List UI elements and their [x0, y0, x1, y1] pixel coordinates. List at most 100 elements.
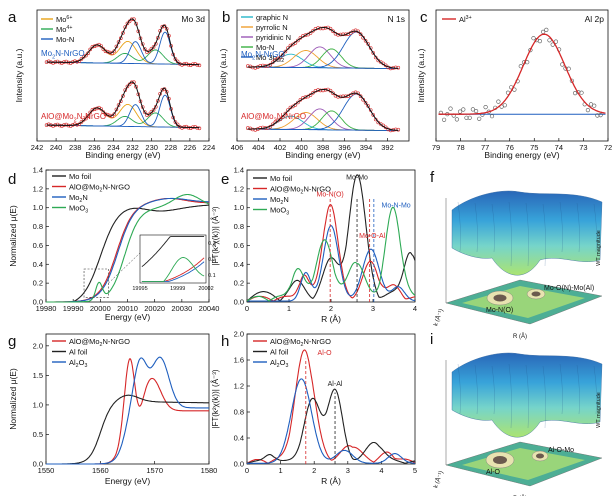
panel-letter-a: a	[8, 9, 17, 26]
y-tick-label: 0.0	[234, 298, 244, 307]
legend-entry: Mo2N	[270, 195, 289, 206]
legend-entry: pyridinic N	[256, 33, 291, 42]
x-tick-label: 228	[165, 143, 178, 152]
x-tick-label: 4	[379, 466, 383, 475]
data-point	[321, 88, 325, 93]
y-axis-title: Intensity (a.u.)	[14, 48, 24, 102]
inset-tick-label: 0.3	[208, 241, 216, 247]
x-tick-label: 76	[506, 143, 514, 152]
data-point	[112, 49, 117, 53]
panel-f-wavelet: WT magnitude R (Å) k (Å⁻¹) Mo-N(O) Mo-O(N)-M…	[432, 190, 603, 340]
data-point	[464, 115, 469, 120]
surface-gridline	[593, 203, 597, 253]
data-point	[371, 113, 376, 117]
data-point	[101, 47, 106, 51]
data-point	[358, 94, 363, 98]
data-point	[547, 38, 552, 43]
data-point	[296, 38, 300, 43]
data-point	[156, 99, 160, 103]
y-axis-title: Intensity (a.u.)	[416, 48, 426, 102]
peak-annotation: Mo-O-Al	[359, 233, 386, 240]
x-tick-label: 19990	[63, 304, 84, 313]
x-tick-label: 2	[312, 466, 316, 475]
x-axis-title: R (Å)	[513, 333, 527, 340]
x-tick-label: 402	[274, 143, 287, 152]
panel-h-frame	[246, 333, 416, 465]
y-axis-title: |FT(k²χ(k))| (Å⁻³)	[211, 369, 220, 429]
data-point	[454, 117, 460, 122]
legend-entry: Mo4+	[56, 25, 72, 34]
x-tick-label: 3	[371, 304, 375, 313]
series-line	[246, 349, 416, 464]
y-tick-label: 0.8	[33, 222, 43, 231]
data-point	[483, 104, 488, 110]
data-point	[64, 59, 68, 64]
inset-tick-label: 19995	[132, 286, 147, 292]
data-point	[143, 110, 147, 114]
y-tick-label: 0.4	[234, 434, 244, 443]
data-point	[86, 114, 90, 118]
fit-line	[438, 33, 606, 115]
data-point	[496, 99, 501, 104]
data-point	[376, 58, 381, 63]
x-tick-label: 1	[287, 304, 291, 313]
data-point	[283, 111, 288, 116]
series-line	[46, 356, 209, 465]
surface-gridline	[559, 363, 563, 415]
legend-entry: Mo 3p3/2	[256, 53, 284, 64]
x-tick-label: 242	[31, 143, 44, 152]
data-point	[246, 64, 250, 68]
data-point	[258, 126, 263, 130]
envelope-fit	[247, 27, 399, 69]
data-point	[79, 120, 84, 124]
panel-letter-i: i	[430, 331, 433, 348]
x-axis-title: Energy (eV)	[105, 312, 151, 322]
y-axis-title: |FT(k²χ(k))| (Å⁻³)	[211, 206, 220, 266]
data-point	[442, 117, 447, 122]
y-tick-label: 0.4	[33, 260, 43, 269]
data-point	[467, 115, 472, 120]
y-tick-label: 0.6	[234, 241, 244, 250]
surface-gridline	[508, 363, 512, 429]
y-tick-label: 1.2	[234, 184, 244, 193]
data-point	[160, 24, 165, 29]
panel-letter-f: f	[430, 169, 435, 186]
data-point	[101, 110, 106, 114]
x-axis-title: Binding energy (eV)	[85, 150, 160, 160]
contour-peak-core	[536, 453, 544, 459]
data-point	[88, 47, 92, 52]
panel-g-frame	[45, 333, 210, 465]
data-point	[489, 114, 495, 119]
data-point	[51, 124, 55, 128]
panel-letter-b: b	[222, 9, 230, 26]
inset-tick-label: 20002	[198, 286, 213, 292]
x-tick-label: 240	[50, 143, 63, 152]
panel-letter-g: g	[8, 333, 16, 350]
legend-entry: Mo-N	[56, 35, 74, 44]
data-point	[125, 21, 130, 26]
x-tick-label: 79	[432, 143, 440, 152]
legend-entry: pyrrolic N	[256, 23, 288, 32]
data-point	[79, 57, 84, 61]
data-point	[311, 91, 315, 95]
data-point	[103, 49, 108, 54]
surface-gridline	[474, 364, 478, 415]
data-point	[258, 64, 263, 68]
legend-entry: Mo foil	[69, 172, 91, 181]
data-point	[151, 45, 156, 49]
y-axis-title: k (Å⁻¹)	[432, 470, 445, 489]
data-point	[125, 84, 130, 89]
y-tick-label: 0.5	[33, 430, 43, 439]
data-point	[180, 63, 184, 67]
series-line	[247, 224, 416, 302]
panel-title: N 1s	[388, 14, 405, 24]
x-tick-label: 5	[413, 466, 417, 475]
x-axis-title: Energy (eV)	[105, 476, 151, 486]
series-line	[246, 206, 416, 302]
envelope-fit	[46, 81, 200, 129]
data-point	[173, 120, 178, 124]
data-point	[184, 61, 189, 66]
